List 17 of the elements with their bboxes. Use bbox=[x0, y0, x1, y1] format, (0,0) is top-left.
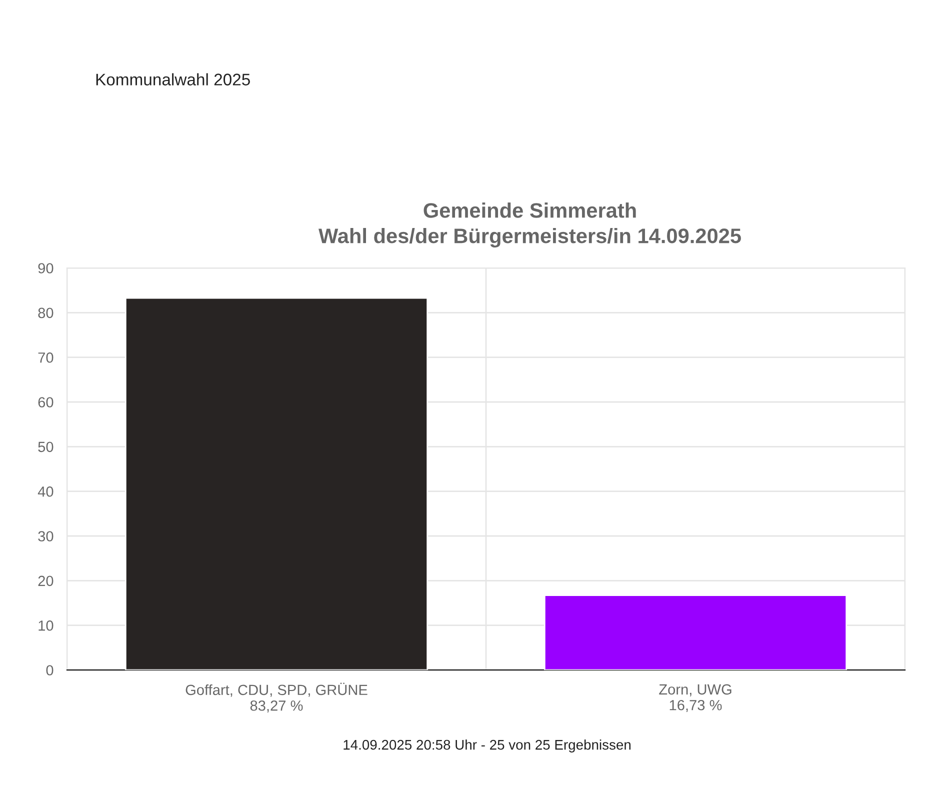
y-tick-label: 10 bbox=[38, 620, 54, 631]
y-tick-label: 30 bbox=[38, 531, 54, 542]
y-tick-label: 40 bbox=[38, 486, 54, 497]
data-label: 16,73 % bbox=[670, 700, 722, 712]
y-tick-label: 90 bbox=[38, 263, 54, 274]
y-tick-label: 80 bbox=[38, 308, 54, 318]
x-tick-label: Goffart, CDU, SPD, GRÜNE bbox=[186, 682, 368, 697]
y-tick-label: 60 bbox=[38, 397, 54, 408]
data-label: 83,27 % bbox=[250, 700, 303, 713]
y-tick-label: 70 bbox=[38, 352, 54, 363]
chart-title: Gemeinde Simmerath Wahl des/der Bürgermeisters/in 14.09.2025 bbox=[318, 202, 741, 248]
y-tick-label: 0 bbox=[46, 665, 54, 676]
text: 14.09.2025 20:58 Uhr - 25 von 25 Ergebnissen bbox=[344, 740, 631, 752]
x-tick-label: Zorn, UWG bbox=[659, 684, 732, 696]
y-tick-label: 50 bbox=[38, 442, 54, 452]
text: Kommunalwahl 2025 bbox=[96, 73, 250, 86]
y-tick-label: 20 bbox=[38, 576, 54, 586]
